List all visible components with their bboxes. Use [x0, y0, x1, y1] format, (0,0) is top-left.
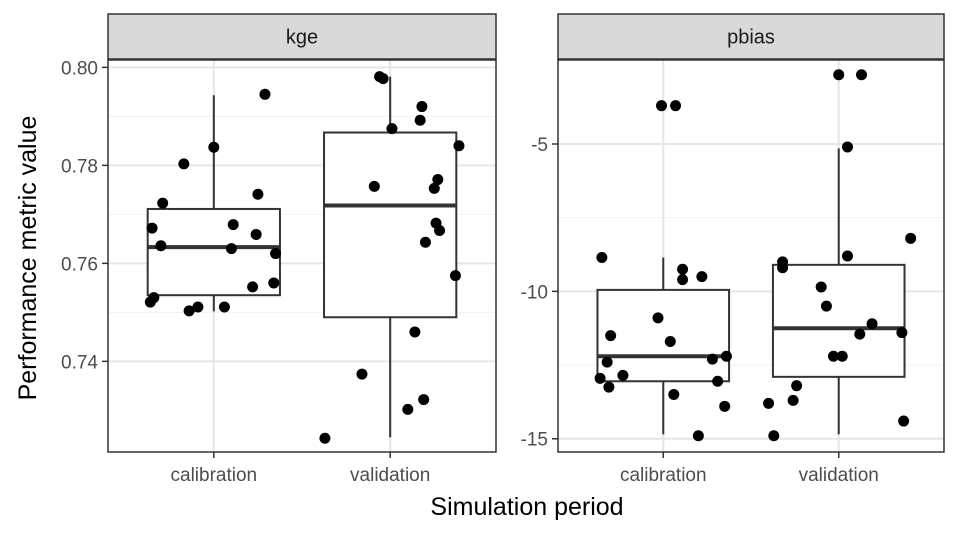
data-point-calibration	[668, 389, 680, 401]
data-point-calibration	[157, 197, 169, 209]
box-iqr	[596, 288, 731, 383]
data-point-calibration	[664, 335, 676, 347]
data-point-calibration	[178, 158, 190, 170]
data-point-calibration	[601, 356, 613, 368]
data-point-calibration	[652, 312, 664, 324]
data-point-validation	[453, 140, 465, 152]
data-point-calibration	[225, 243, 237, 255]
facet-strip-label: kge	[286, 27, 318, 49]
x-tick-label: validation	[799, 465, 879, 486]
panel-border	[107, 59, 497, 453]
facet-pbias: pbias -15 -10 -5 calibration validation	[521, 13, 945, 486]
data-point-calibration	[144, 296, 156, 308]
data-point-validation	[386, 123, 398, 135]
y-tick-label: 0.76	[61, 254, 98, 275]
data-point-calibration	[594, 372, 606, 384]
x-tick-label: calibration	[171, 465, 258, 486]
data-point-validation	[368, 180, 380, 192]
data-point-validation	[428, 182, 440, 194]
data-point-calibration	[270, 248, 282, 260]
y-tick-label: 0.74	[61, 352, 98, 373]
data-point-calibration	[596, 251, 608, 263]
data-point-calibration	[712, 375, 724, 387]
panel-border	[557, 59, 945, 453]
data-point-validation	[418, 394, 430, 406]
data-point-validation	[402, 403, 414, 415]
data-point-calibration	[656, 100, 668, 112]
data-point-validation	[854, 328, 866, 340]
data-point-calibration	[605, 330, 617, 342]
data-point-validation	[791, 380, 803, 392]
data-point-validation	[836, 350, 848, 362]
data-point-calibration	[183, 305, 195, 317]
data-point-calibration	[259, 88, 271, 100]
data-point-calibration	[696, 271, 708, 283]
data-point-calibration	[268, 277, 280, 289]
data-point-calibration	[250, 228, 262, 240]
data-point-calibration	[670, 100, 682, 112]
box-iqr	[146, 207, 281, 297]
data-point-calibration	[677, 274, 689, 286]
data-point-validation	[409, 326, 421, 338]
data-point-validation	[905, 232, 917, 244]
data-point-validation	[377, 73, 389, 85]
y-tick-label: -15	[521, 430, 548, 451]
data-point-validation	[898, 415, 910, 427]
data-point-validation	[414, 114, 426, 126]
box-calibration	[596, 257, 731, 435]
data-point-validation	[815, 281, 827, 293]
facet-strip-label: pbias	[727, 27, 775, 49]
y-tick-label: -5	[531, 135, 548, 156]
data-point-calibration	[720, 350, 732, 362]
facet-strip	[107, 13, 497, 60]
data-point-calibration	[677, 263, 689, 275]
y-tick-label: 0.80	[61, 58, 98, 79]
facet-kge: kge 0.74 0.76 0.78 0.80 calibration validation	[61, 13, 497, 486]
x-tick-label: validation	[350, 465, 430, 486]
facet-panels: kge 0.74 0.76 0.78 0.80 calibration validation…	[61, 13, 945, 486]
facet-strip	[557, 13, 945, 60]
y-axis-title: Performance metric value	[14, 116, 42, 401]
y-tick-label: 0.78	[61, 156, 98, 177]
data-point-validation	[432, 174, 444, 186]
data-point-validation	[856, 69, 868, 81]
data-point-validation	[896, 327, 908, 339]
y-tick-label: -10	[521, 282, 548, 303]
data-point-validation	[763, 397, 775, 409]
data-point-calibration	[603, 381, 615, 393]
data-point-calibration	[706, 353, 718, 365]
x-axis-title: Simulation period	[430, 493, 623, 521]
data-point-calibration	[218, 301, 230, 313]
data-point-calibration	[247, 281, 259, 293]
data-point-validation	[356, 368, 368, 380]
data-point-validation	[842, 250, 853, 262]
data-point-validation	[842, 141, 853, 153]
data-point-validation	[419, 236, 431, 248]
box-calibration	[146, 95, 281, 312]
x-tick-label: calibration	[620, 465, 707, 486]
data-point-validation	[833, 69, 845, 81]
data-point-validation	[434, 225, 446, 237]
data-point-calibration	[617, 369, 629, 381]
data-point-calibration	[719, 400, 731, 412]
data-point-validation	[449, 270, 461, 282]
panel-background	[558, 60, 944, 452]
data-point-validation	[820, 300, 832, 312]
data-point-calibration	[192, 301, 204, 313]
data-point-calibration	[146, 222, 158, 234]
data-point-calibration	[227, 219, 239, 231]
data-point-validation	[416, 101, 428, 113]
data-point-calibration	[692, 430, 704, 442]
data-point-validation	[777, 262, 789, 274]
data-point-validation	[866, 318, 878, 330]
data-point-validation	[768, 430, 780, 442]
data-point-calibration	[208, 141, 220, 153]
data-point-validation	[827, 350, 839, 362]
data-point-calibration	[155, 240, 167, 252]
data-point-validation	[787, 394, 799, 406]
data-point-calibration	[252, 188, 264, 200]
data-point-validation	[319, 432, 331, 444]
